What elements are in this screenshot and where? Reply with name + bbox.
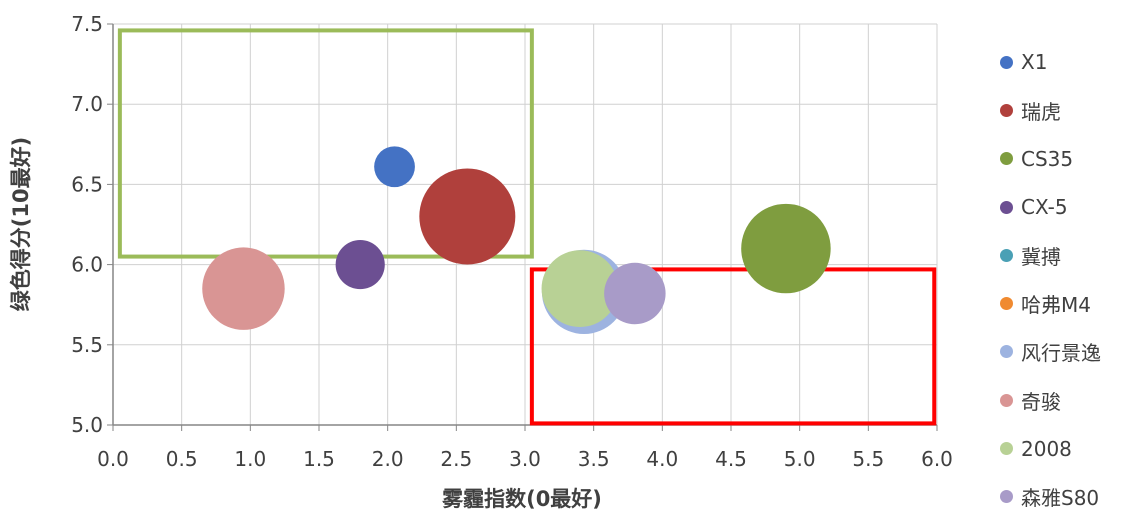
legend-marker (1000, 152, 1013, 166)
legend-marker (1000, 345, 1013, 359)
x-tick-label: 5.5 (852, 447, 884, 471)
legend-marker (1000, 55, 1013, 69)
bubble-8 (541, 250, 619, 328)
y-tick-label: 5.5 (71, 333, 103, 357)
legend-label: 奇骏 (1021, 389, 1061, 414)
legend-item: 森雅S80 (1000, 473, 1130, 521)
y-tick-label: 5.0 (71, 413, 103, 437)
bubbles (202, 146, 831, 335)
legend-marker (1000, 200, 1013, 214)
legend-item: CX-5 (1000, 183, 1130, 231)
x-tick-label: 2.5 (440, 447, 472, 471)
x-tick-label: 1.5 (303, 447, 335, 471)
legend-item: 2008 (1000, 424, 1130, 472)
y-tick-label: 6.0 (71, 253, 103, 277)
x-tick-label: 6.0 (921, 447, 953, 471)
legend-label: 哈弗M4 (1021, 293, 1091, 318)
x-tick-label: 1.0 (234, 447, 266, 471)
legend-marker (1000, 442, 1013, 456)
legend-label: 森雅S80 (1021, 486, 1100, 511)
legend-marker (1000, 393, 1013, 407)
legend-item: 冀搏 (1000, 231, 1130, 279)
legend-item: 瑞虎 (1000, 86, 1130, 134)
legend-label: 风行景逸 (1021, 341, 1101, 366)
x-tick-label: 3.5 (578, 447, 610, 471)
bubble-2 (741, 203, 831, 294)
legend-marker (1000, 248, 1013, 262)
green-highlight-box (117, 28, 534, 259)
y-tick-label: 7.0 (71, 92, 103, 116)
x-tick-label: 4.0 (646, 447, 678, 471)
legend-label: 瑞虎 (1021, 99, 1061, 124)
legend-label: 冀搏 (1021, 244, 1061, 269)
legend-marker (1000, 103, 1013, 117)
legend-item: 风行景逸 (1000, 328, 1130, 376)
red-highlight-box (529, 267, 937, 426)
bubble-9 (604, 262, 666, 325)
bubble-1 (419, 168, 516, 265)
x-tick-label: 2.0 (372, 447, 404, 471)
legend-label: CX-5 (1021, 195, 1068, 220)
legend-label: 2008 (1021, 436, 1072, 461)
legend-marker (1000, 297, 1013, 311)
legend: X1 瑞虎 CS35 CX-5 冀搏哈弗M4 风行景逸奇骏 2008 森雅S80 (1000, 38, 1130, 521)
x-axis-title: 雾霾指数(0最好) (442, 487, 602, 511)
y-axis-title: 绿色得分(10最好) (9, 137, 33, 311)
legend-marker (1000, 490, 1013, 504)
x-tick-labels: 0.0 0.5 1.0 1.5 2.0 2.5 3.0 3.5 4.0 4.5 5.0 5.5 6.0 (97, 447, 953, 471)
legend-label: CS35 (1021, 146, 1074, 171)
y-tick-label: 7.5 (71, 12, 103, 36)
legend-item: 奇骏 (1000, 376, 1130, 424)
highlight-boxes (117, 28, 937, 426)
y-tick-label: 6.5 (71, 172, 103, 196)
x-tick-label: 4.5 (715, 447, 747, 471)
y-tick-labels: 5.0 5.5 6.0 6.5 7.0 7.5 (71, 12, 103, 437)
legend-item: CS35 (1000, 135, 1130, 183)
x-tick-label: 3.0 (509, 447, 541, 471)
legend-item: X1 (1000, 38, 1130, 86)
bubble-7 (202, 247, 285, 330)
legend-item: 哈弗M4 (1000, 279, 1130, 327)
x-tick-label: 5.0 (784, 447, 816, 471)
x-tick-label: 0.0 (97, 447, 129, 471)
legend-label: X1 (1021, 50, 1048, 75)
bubble-3 (335, 240, 385, 290)
x-tick-label: 0.5 (166, 447, 198, 471)
bubble-0 (374, 146, 415, 188)
